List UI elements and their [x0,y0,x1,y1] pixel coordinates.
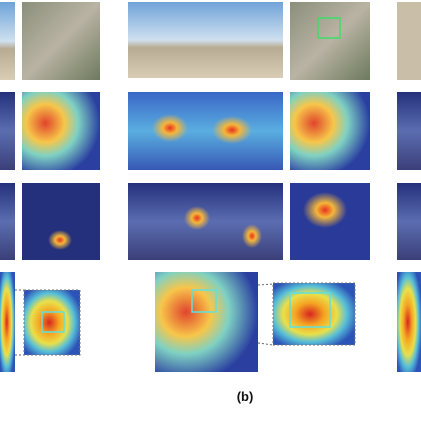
connector [257,342,274,346]
heatmap [0,183,15,260]
heatmap [0,92,15,170]
heatmap [290,92,370,170]
heat-blob [303,192,347,228]
heatmap [397,183,421,260]
panorama-image [128,2,283,78]
connector [257,283,274,286]
heatmap [0,272,15,372]
caption: (b) [237,389,254,404]
heatmap [397,92,421,170]
heatmap [22,92,100,170]
zoom-patch [23,289,81,356]
heat-blob [242,224,262,248]
heat-blob [152,114,188,142]
heat-blob [184,206,210,230]
aerial-image [22,2,100,80]
bounding-box [317,17,341,39]
heat-blob [48,230,72,250]
bounding-box [289,292,331,328]
street-image [397,2,421,80]
heatmap [155,272,258,372]
bounding-box [41,311,65,333]
street-image [0,2,15,80]
aerial-image [290,2,370,80]
bounding-box [191,289,217,313]
heatmap [397,272,421,372]
panorama-heatmap [128,92,283,170]
heat-blob [212,116,252,144]
